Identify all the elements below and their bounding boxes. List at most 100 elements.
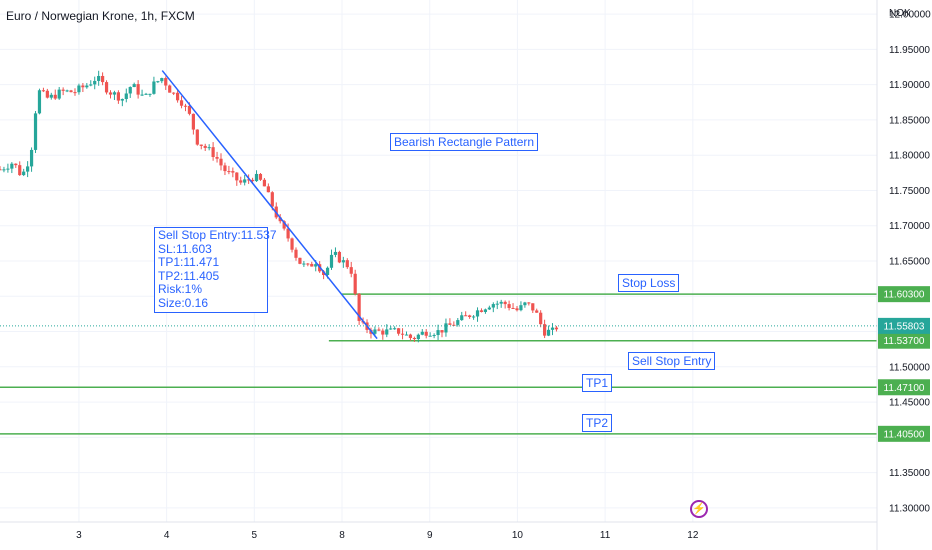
candle-body [341,260,345,263]
trendline[interactable] [161,70,378,340]
candle-body [93,80,97,85]
y-tick-label: 11.75000 [889,186,930,197]
candle-body [400,333,405,335]
candle-body [290,238,294,250]
candle-body [22,171,26,176]
candle-body [385,329,389,335]
candle-body [444,323,448,333]
candle-body [207,147,211,149]
candle-body [499,301,503,304]
candle-body [393,328,397,330]
candle-body [357,293,361,321]
candle-body [18,165,22,176]
candle-body [219,158,223,166]
candle-body [164,78,168,86]
time-axis[interactable]: 3 4 5 8 9 10 11 12 [76,530,699,541]
candle-body [282,221,286,229]
candle-body [468,315,472,318]
candle-body [503,301,507,305]
y-tick-label: 11.90000 [889,80,930,91]
candle-body [10,163,14,169]
candle-body [156,81,160,83]
candle-body [483,309,488,312]
candle-body [515,308,519,311]
candle-body [140,94,144,96]
candle-body [77,85,81,93]
candle-body [14,163,18,166]
candle-body [175,92,180,101]
current-price-tag [878,317,930,334]
candle-body [250,179,255,182]
candle-body [294,249,298,258]
level-price-tag [878,332,930,349]
candle-body [471,316,476,318]
tp2-label[interactable]: TP2 [582,414,613,432]
candle-body [53,94,57,99]
candle-body [73,92,77,94]
x-tick-label: 8 [339,530,345,541]
candle-body [270,192,274,207]
candle-body [2,169,6,171]
candle-body [239,180,243,183]
candle-body [65,90,69,92]
candle-body [456,320,460,325]
candle-body [37,90,42,114]
candle-body [396,328,401,334]
y-tick-label: 11.70000 [889,221,930,232]
candle-body [29,149,34,167]
tp1-label[interactable]: TP1 [582,374,613,392]
candle-body [104,82,109,93]
candle-body [349,267,353,274]
candle-body [507,304,511,308]
candle-body [195,129,199,145]
candle-body [436,330,440,336]
price-tags: 11.60300 11.53700 11.47100 11.40500 11.55803 [878,286,930,442]
candle-body [495,303,499,305]
candle-body [187,105,192,114]
level-price-tag-text: 11.60300 [884,290,925,301]
lightning-icon[interactable]: ⚡ [690,500,708,518]
chart-title: Euro / Norwegian Krone, 1h, FXCM [6,9,195,23]
candle-body [286,228,290,239]
x-tick-label: 11 [600,530,611,541]
candle-body [373,329,377,334]
candle-body [49,94,53,98]
candle-body [464,315,468,317]
candle-body [535,310,539,313]
candle-body [314,264,318,267]
candle-body [179,100,184,106]
candle-body [353,273,357,294]
sell-stop-entry-label[interactable]: Sell Stop Entry [628,352,716,370]
candle-body [452,324,456,326]
candle-body [487,307,491,310]
pattern-label[interactable]: Bearish Rectangle Pattern [390,133,539,151]
candle-body [389,328,393,330]
candle-body [247,179,251,181]
candle-body [491,304,495,308]
candle-body [152,81,156,94]
level-price-tag [878,425,930,442]
candle-body [33,113,38,150]
candle-body [148,93,152,95]
candle-body [69,90,73,93]
x-tick-label: 10 [512,530,524,541]
candle-body [199,144,203,146]
y-tick-label: 11.35000 [889,468,930,479]
candle-body [136,84,140,95]
y-tick-label: 11.85000 [889,115,930,126]
y-tick-label: 11.80000 [889,151,930,162]
note-entry: Sell Stop Entry:11.537 [158,228,277,242]
candle-body [511,307,515,309]
candle-body [550,327,555,330]
trade-note[interactable]: Sell Stop Entry:11.537 SL:11.603 TP1:11.… [154,227,277,313]
candle-body [172,92,176,94]
level-price-tag-text: 11.40500 [884,429,925,440]
stop-loss-label[interactable]: Stop Loss [618,274,680,292]
candle-body [112,92,117,95]
candle-body [523,302,527,306]
level-price-tag [878,286,930,303]
candle-body [81,85,85,88]
y-tick-label: 11.45000 [889,398,930,409]
candle-body [144,93,148,95]
